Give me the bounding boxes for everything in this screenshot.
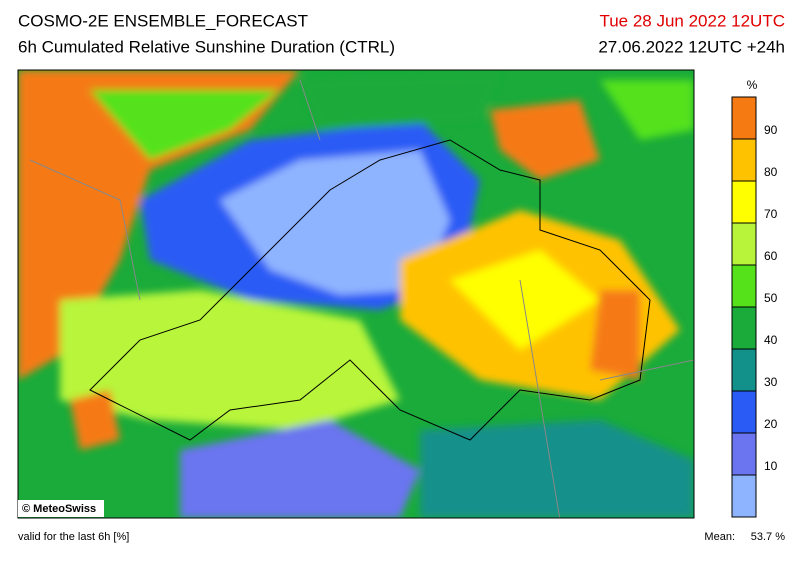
mean-value: 53.7 % [751, 531, 785, 543]
colorbar-tick-label: 30 [764, 375, 778, 389]
colorbar-tick-label: 10 [764, 459, 778, 473]
valid-date: Tue 28 Jun 2022 12UTC [599, 11, 785, 30]
colorbar-tick-label: 90 [764, 123, 778, 137]
colorbar-segment [732, 475, 756, 517]
mean-label: Mean: [704, 531, 735, 543]
colorbar-tick-label: 20 [764, 417, 778, 431]
map [18, 70, 694, 518]
colorbar-tick-label: 70 [764, 207, 778, 221]
colorbar-tick-label: 40 [764, 333, 778, 347]
map-frame [17, 69, 695, 519]
colorbar-segment [732, 307, 756, 349]
subtitle: 6h Cumulated Relative Sunshine Duration … [18, 37, 395, 56]
colorbar-segment [732, 391, 756, 433]
colorbar-segment [732, 181, 756, 223]
colorbar-segment [732, 265, 756, 307]
colorbar-unit: % [747, 78, 758, 92]
colorbar-tick-label: 60 [764, 249, 778, 263]
valid-note: valid for the last 6h [%] [18, 531, 129, 543]
colorbar-segment [732, 139, 756, 181]
run-time: 27.06.2022 12UTC +24h [598, 37, 785, 56]
colorbar-segment [732, 433, 756, 475]
title: COSMO-2E ENSEMBLE_FORECAST [18, 11, 308, 30]
credit: © MeteoSwiss [22, 503, 96, 515]
colorbar-segment [732, 349, 756, 391]
credit-box [18, 500, 104, 517]
colorbar-tick-label: 50 [764, 291, 778, 305]
colorbar: 10 20 30 40 50 60 70 80 90 [731, 96, 778, 518]
colorbar-segment [732, 97, 756, 139]
colorbar-tick-label: 80 [764, 165, 778, 179]
colorbar-segment [732, 223, 756, 265]
